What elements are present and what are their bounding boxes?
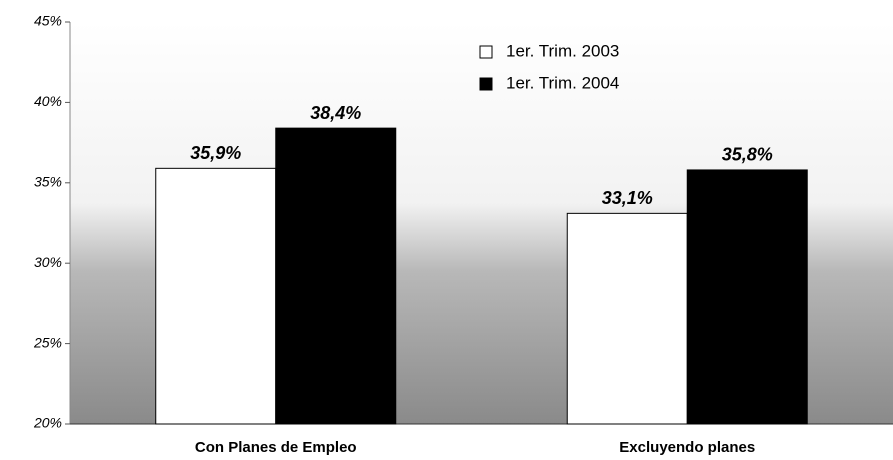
x-tick-label: Con Planes de Empleo bbox=[195, 439, 357, 456]
bar bbox=[686, 169, 808, 425]
value-label: 35,9% bbox=[190, 143, 241, 163]
y-tick-label: 30% bbox=[34, 254, 62, 270]
value-label: 33,1% bbox=[602, 188, 653, 208]
value-label: 38,4% bbox=[310, 103, 361, 123]
legend-label: 1er. Trim. 2003 bbox=[506, 41, 619, 60]
legend-swatch bbox=[479, 77, 493, 91]
y-tick-label: 35% bbox=[34, 174, 62, 190]
bar bbox=[275, 127, 397, 425]
value-label: 35,8% bbox=[722, 145, 773, 165]
legend-swatch bbox=[479, 45, 493, 59]
y-tick-label: 40% bbox=[34, 93, 62, 109]
bar bbox=[566, 212, 688, 425]
x-tick-label: Excluyendo planes bbox=[619, 439, 755, 456]
y-tick-label: 25% bbox=[33, 334, 62, 350]
bar bbox=[155, 167, 277, 425]
y-tick-label: 20% bbox=[33, 415, 62, 431]
legend-label: 1er. Trim. 2004 bbox=[506, 73, 619, 92]
y-tick-label: 45% bbox=[34, 13, 62, 29]
